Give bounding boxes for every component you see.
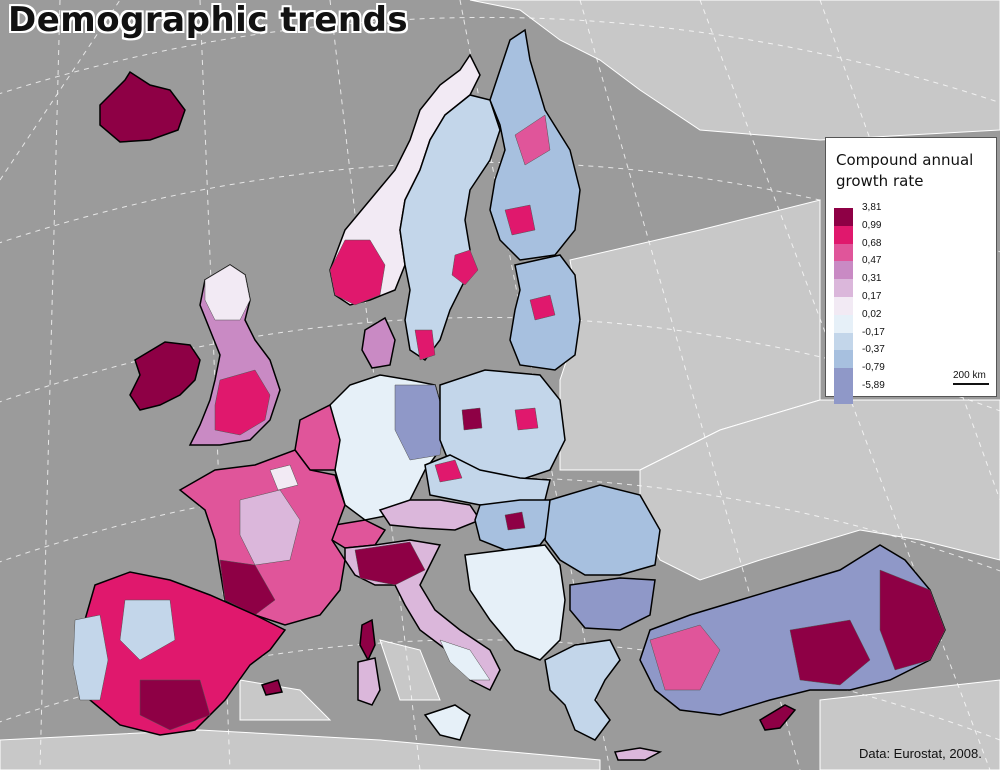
region-poznan [461,407,483,431]
legend-class-label: 0,99 [862,219,882,231]
legend-class: 3,81 [834,202,881,226]
region-malmo [414,329,436,361]
legend-class-label: 0,31 [862,273,882,285]
legend-swatch [834,243,853,262]
region-budapest [504,511,526,531]
legend-swatch [834,297,853,315]
region-warsaw [514,407,539,431]
region-cyprus [759,704,797,731]
legend-class-label: 0,68 [862,237,882,249]
legend-class-label: 3,81 [862,202,882,213]
region-romania [544,484,661,576]
legend-swatch [834,279,853,298]
region-crete [613,747,663,761]
region-western-turkey [649,624,721,691]
region-stockholm [451,249,479,286]
legend-class-label: 0,17 [862,291,882,302]
region-central-france [239,489,301,566]
legend-swatch [834,208,853,226]
legend-class: -5,89 [834,380,885,404]
legend-swatch [834,225,853,244]
legend-class: 0,47 [834,255,881,280]
region-oulu [514,114,551,166]
region-greece [544,639,621,741]
region-eastern-turkey [879,569,946,671]
legend-class: -0,37 [834,344,885,369]
legend-class: 0,99 [834,220,881,244]
legend-swatch [834,332,853,351]
legend-class: 0,17 [834,291,881,315]
scale-bar [953,383,989,385]
legend-class-label: -0,79 [862,362,885,374]
region-southeast-turkey [789,619,871,686]
region-southeast-england [214,369,271,436]
region-corsica [359,618,376,662]
region-eastern-germany [394,384,446,461]
region-northern-italy [354,541,426,586]
legend-swatch [834,261,853,280]
legend-class: 0,02 [834,309,881,333]
legend-swatch [834,350,853,369]
region-scotland [204,264,251,321]
region-sardinia [357,657,381,706]
legend-class-label: 0,47 [862,255,882,267]
region-ireland [129,341,201,411]
legend-class-label: -5,89 [862,380,885,391]
region-paris [269,464,299,491]
legend-class-label: -0,37 [862,344,885,356]
region-southern-italy [439,639,491,681]
region-central-spain [119,599,176,661]
region-riga [529,294,556,321]
legend-title: Compound annual growth rate [836,150,996,192]
region-portugal [72,614,109,701]
scale-bar-label: 200 km [953,370,986,381]
source-note: Data: Eurostat, 2008. [859,746,982,761]
legend-title-line1: Compound annual [836,151,974,169]
region-denmark [361,316,396,369]
legend-class: -0,79 [834,362,885,405]
region-southwest-france [219,559,276,616]
region-helsinki [504,204,536,236]
region-prague [434,459,463,483]
region-iceland [99,70,186,143]
legend-swatch [834,368,853,405]
legend: Compound annual growth rate 3,81 0,99 0,68… [825,137,997,405]
legend-class-label: 0,02 [862,308,882,320]
legend-class: -0,17 [834,327,885,351]
region-austria [378,499,482,531]
region-sweden [399,94,501,362]
legend-class-label: -0,17 [862,326,885,338]
region-southern-spain [139,679,211,731]
region-bulgaria [569,577,656,631]
region-balearic-islands [261,679,283,696]
region-sicily [423,704,471,741]
legend-class: 0,68 [834,238,881,262]
map-title: Demographic trends [8,0,409,40]
legend-title-line2: growth rate [836,172,924,190]
region-norway-south [329,239,386,306]
region-western-balkans [464,544,566,661]
legend-class: 0,31 [834,273,881,298]
legend-swatch [834,314,853,333]
